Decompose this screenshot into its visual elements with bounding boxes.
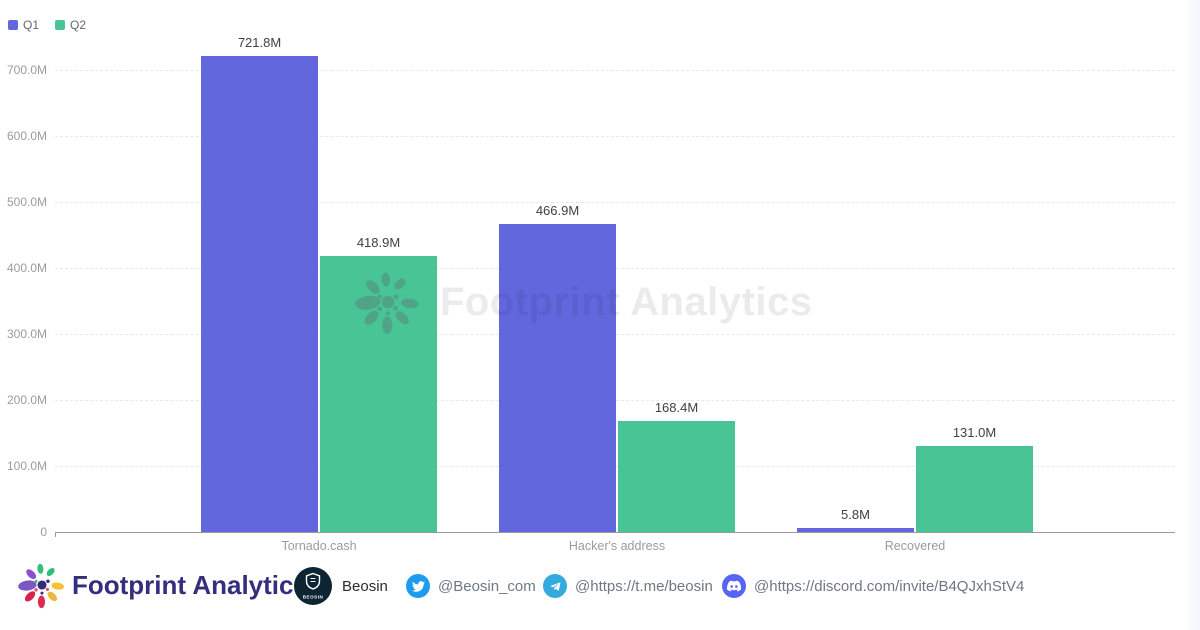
watermark-text: Footprint Analytics	[440, 279, 813, 324]
bar-value-label: 168.4M	[654, 399, 699, 415]
gridline	[55, 135, 1175, 137]
y-axis-tick-label: 100.0M	[6, 459, 47, 473]
y-axis-tick-label: 300.0M	[6, 327, 47, 341]
bar-value-label: 466.9M	[535, 202, 580, 218]
discord-handle: @https://discord.com/invite/B4QJxhStV4	[754, 577, 1025, 595]
social-discord-link[interactable]: @https://discord.com/invite/B4QJxhStV4	[722, 574, 1024, 598]
telegram-handle: @https://t.me/beosin	[575, 577, 713, 595]
legend-item-q2[interactable]: Q2	[55, 18, 86, 32]
y-axis-tick-label: 600.0M	[6, 129, 47, 143]
legend-label-q1: Q1	[23, 18, 40, 32]
brand-title: Footprint Analytics	[72, 570, 308, 600]
legend-item-q1[interactable]: Q1	[8, 18, 39, 32]
beosin-logo-text: BEOSIN	[303, 595, 324, 600]
x-axis-label: Recovered	[884, 539, 946, 553]
x-axis-tick	[55, 532, 56, 537]
y-axis-tick-label: 400.0M	[6, 261, 47, 275]
bar-value-label: 418.9M	[356, 234, 401, 250]
legend-swatch-q1	[8, 20, 18, 30]
bar-q1-recovered[interactable]	[797, 528, 914, 532]
y-axis-tick-label: 0	[40, 525, 47, 539]
bar-q1-tornado-cash[interactable]	[201, 55, 318, 532]
chart-legend: Q1 Q2	[8, 18, 86, 32]
x-axis-line	[55, 532, 1175, 533]
discord-icon	[722, 574, 746, 598]
social-twitter-link[interactable]: @Beosin_com	[406, 574, 536, 598]
twitter-handle: @Beosin_com	[438, 577, 536, 595]
beosin-logo-icon: BEOSIN	[294, 567, 332, 605]
legend-swatch-q2	[55, 20, 66, 30]
social-telegram-link[interactable]: @https://t.me/beosin	[543, 574, 713, 598]
bar-q1-hacker-s-address[interactable]	[499, 223, 616, 532]
x-axis-label: Tornado.cash	[281, 539, 357, 553]
gridline	[55, 69, 1175, 71]
bar-q2-hacker-s-address[interactable]	[618, 420, 735, 532]
x-axis-label: Hacker's address	[568, 539, 666, 553]
bar-q2-recovered[interactable]	[916, 445, 1033, 532]
partner-name: Beosin	[342, 577, 388, 595]
partner-beosin[interactable]: BEOSIN Beosin	[294, 567, 388, 605]
gridline	[55, 201, 1175, 203]
bar-q2-tornado-cash[interactable]	[320, 255, 437, 532]
telegram-icon	[543, 574, 567, 598]
bar-value-label: 5.8M	[841, 507, 870, 523]
twitter-icon	[406, 574, 430, 598]
legend-label-q2: Q2	[70, 18, 87, 32]
y-axis-tick-label: 700.0M	[6, 63, 47, 77]
footprint-logo-icon[interactable]	[16, 559, 68, 616]
right-edge-strip	[1183, 0, 1200, 630]
bar-value-label: 721.8M	[237, 34, 282, 50]
y-axis-tick-label: 500.0M	[6, 195, 47, 209]
y-axis-tick-label: 200.0M	[6, 393, 47, 407]
bar-value-label: 131.0M	[952, 424, 997, 440]
